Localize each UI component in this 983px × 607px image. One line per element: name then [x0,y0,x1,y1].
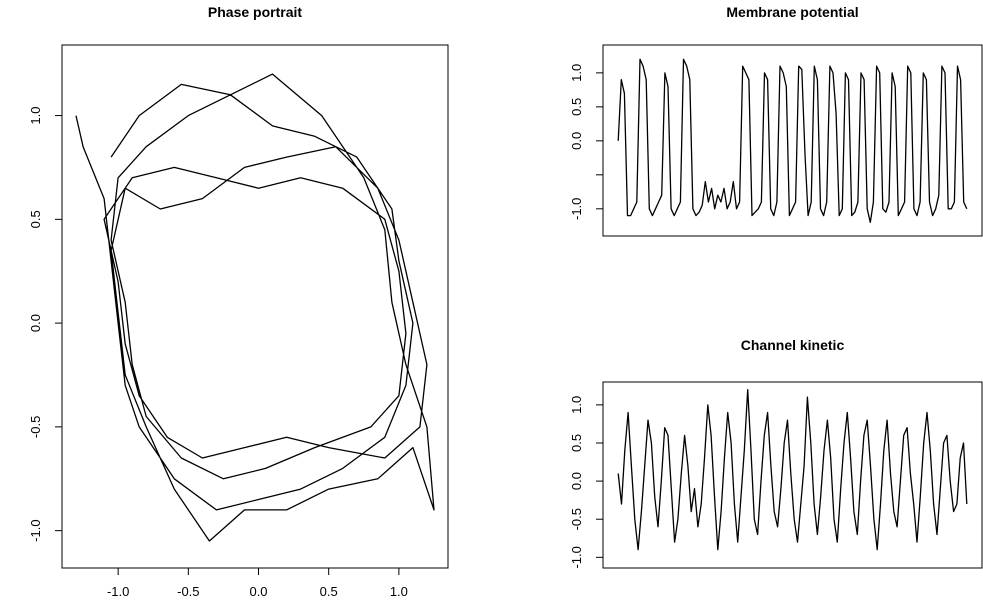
chart-title: Phase portrait [208,4,302,20]
y-tick-label: 0.0 [569,472,584,490]
y-tick-label: 0.0 [569,132,584,150]
series-line [75,73,435,542]
y-tick-label: 0.0 [28,314,43,332]
plot-frame [602,381,983,569]
y-tick-label: 0.5 [569,434,584,452]
series-line [617,58,968,224]
series-line [617,388,968,551]
y-tick-label: 1.0 [569,396,584,414]
y-tick-label: -1.0 [569,546,584,568]
y-tick-label: 1.0 [28,107,43,125]
y-tick-label: -1.0 [28,519,43,541]
chart-title: Membrane potential [726,4,858,20]
chart-title: Channel kinetic [741,337,845,353]
y-tick-label: -0.5 [569,508,584,530]
y-tick-label: -1.0 [569,198,584,220]
x-tick-label: 1.0 [390,584,408,599]
x-tick-label: -1.0 [107,584,129,599]
plot-frame [61,44,449,569]
y-tick-label: 0.5 [569,98,584,116]
y-tick-label: 1.0 [569,64,584,82]
y-tick-label: 0.5 [28,210,43,228]
x-tick-label: 0.0 [249,584,267,599]
x-tick-label: -0.5 [177,584,199,599]
y-tick-label: -0.5 [28,416,43,438]
x-tick-label: 0.5 [320,584,338,599]
